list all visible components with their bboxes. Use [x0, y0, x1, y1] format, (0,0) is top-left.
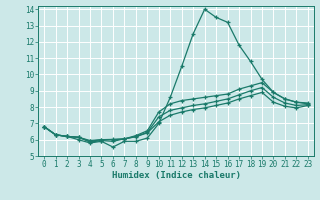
X-axis label: Humidex (Indice chaleur): Humidex (Indice chaleur) — [111, 171, 241, 180]
